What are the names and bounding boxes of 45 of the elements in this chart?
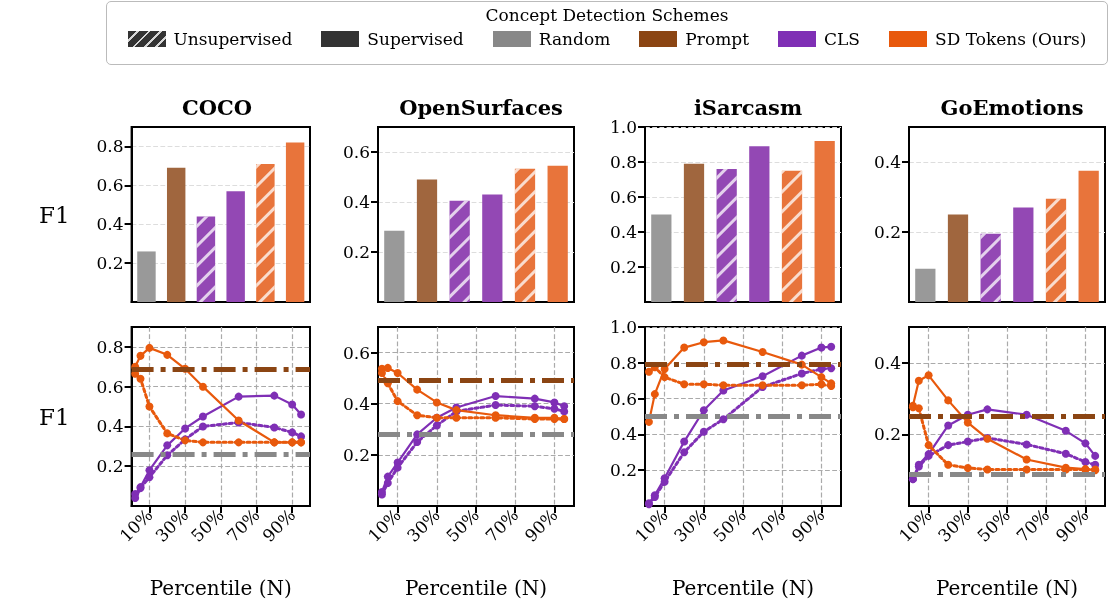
y-tick-label: 0.8 bbox=[96, 136, 124, 157]
y-tick-label: 0.6 bbox=[609, 388, 637, 409]
x-axis-title: Percentile (N) bbox=[404, 576, 548, 600]
y-tick-label: 0.8 bbox=[609, 352, 637, 373]
chart-title: iSarcasm bbox=[693, 95, 803, 120]
x-axis-title: Percentile (N) bbox=[671, 576, 815, 600]
y-tick-label: 0.6 bbox=[342, 342, 370, 363]
y-axis-title: F1 bbox=[39, 201, 70, 228]
y-axis-title: F1 bbox=[39, 403, 70, 430]
y-tick-label: 0.2 bbox=[96, 456, 124, 477]
y-tick-label: 0.4 bbox=[96, 416, 124, 437]
x-axis-title: Percentile (N) bbox=[935, 576, 1079, 600]
chart-title: COCO bbox=[181, 95, 253, 120]
chart-title: OpenSurfaces bbox=[399, 95, 563, 120]
y-tick-label: 0.2 bbox=[342, 444, 370, 465]
y-tick-label: 0.6 bbox=[609, 187, 637, 207]
y-tick-label: 0.4 bbox=[873, 352, 901, 373]
chart-title: GoEmotions bbox=[940, 95, 1084, 120]
y-tick-label: 0.4 bbox=[342, 393, 370, 414]
y-tick-label: 0.2 bbox=[873, 424, 901, 445]
legend-label: Random bbox=[538, 29, 611, 49]
y-tick-label: 0.6 bbox=[96, 376, 124, 397]
y-tick-label: 0.4 bbox=[96, 214, 124, 235]
y-tick-label: 0.8 bbox=[609, 152, 637, 172]
legend-title: Concept Detection Schemes bbox=[484, 5, 730, 25]
y-tick-label: 1.0 bbox=[609, 317, 637, 337]
y-tick-label: 0.2 bbox=[96, 253, 124, 274]
legend-label: CLS bbox=[824, 29, 860, 49]
legend-label: Prompt bbox=[685, 29, 749, 49]
y-tick-label: 0.4 bbox=[609, 424, 637, 445]
legend-label: SD Tokens (Ours) bbox=[935, 29, 1087, 49]
x-axis-title: Percentile (N) bbox=[149, 576, 292, 600]
text: Supervised bbox=[367, 29, 464, 49]
text: Unsupervised bbox=[173, 29, 293, 49]
y-tick-label: 0.2 bbox=[342, 242, 370, 262]
y-tick-label: 0.4 bbox=[342, 192, 370, 212]
y-tick-label: 0.6 bbox=[342, 142, 370, 162]
y-tick-label: 0.2 bbox=[609, 460, 637, 481]
y-tick-label: 0.4 bbox=[609, 222, 637, 242]
y-tick-label: 1.0 bbox=[609, 117, 637, 137]
y-tick-label: 0.2 bbox=[609, 257, 637, 277]
y-tick-label: 0.2 bbox=[873, 222, 901, 242]
y-tick-label: 0.4 bbox=[873, 152, 901, 172]
y-tick-label: 0.6 bbox=[96, 175, 124, 196]
y-tick-label: 0.8 bbox=[96, 336, 124, 357]
